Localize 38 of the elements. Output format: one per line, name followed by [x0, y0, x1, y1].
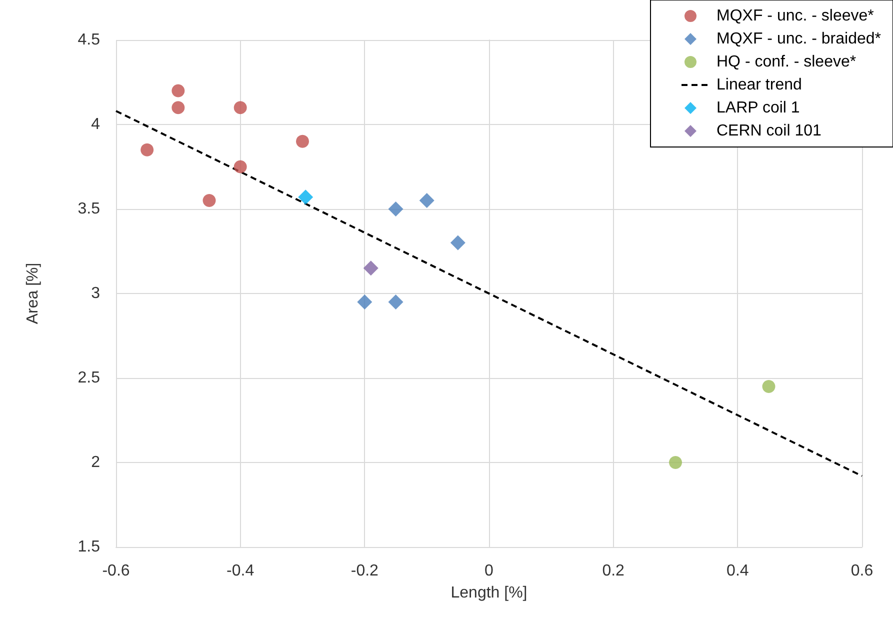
- y-tick-label: 4: [91, 116, 100, 133]
- legend-label: MQXF - unc. - sleeve*: [716, 8, 874, 24]
- point: [450, 235, 466, 250]
- y-tick-label: 1.5: [78, 538, 100, 556]
- point: [172, 101, 185, 114]
- legend-label: HQ - conf. - sleeve*: [716, 54, 856, 70]
- point: [172, 84, 185, 98]
- point: [388, 202, 404, 216]
- legend-label: LARP coil 1: [716, 100, 800, 116]
- y-tick-label: 3.5: [78, 200, 100, 218]
- y-tick-label: 2.5: [78, 370, 100, 386]
- point: [202, 194, 216, 208]
- point: [357, 294, 372, 310]
- y-axis-title: Area [%]: [24, 262, 42, 324]
- point: [298, 190, 314, 205]
- point: [140, 143, 154, 156]
- point: [234, 160, 247, 174]
- point: [363, 260, 378, 276]
- y-tick-label: 3: [91, 285, 100, 302]
- legend-label: Linear trend: [716, 76, 802, 94]
- point: [762, 380, 776, 393]
- point: [388, 294, 404, 310]
- x-tick-label: 0: [484, 562, 494, 580]
- legend-label: CERN coil 101: [716, 122, 822, 140]
- x-tick-label: 0.4: [726, 562, 749, 580]
- x-tick-label: 0.2: [602, 562, 625, 580]
- x-axis-title: Length [%]: [450, 584, 528, 602]
- point: [234, 101, 247, 114]
- y-tick-label: 2: [91, 454, 100, 471]
- x-tick-label: 0.6: [850, 562, 874, 580]
- legend-label: MQXF - unc. - braided*: [716, 30, 881, 48]
- point: [296, 134, 309, 148]
- x-tick-label: -0.2: [350, 562, 379, 580]
- point: [669, 456, 682, 469]
- x-tick-label: -0.6: [102, 562, 130, 580]
- x-tick-label: -0.4: [226, 562, 254, 580]
- point: [419, 193, 434, 208]
- y-tick-label: 4.5: [78, 32, 100, 48]
